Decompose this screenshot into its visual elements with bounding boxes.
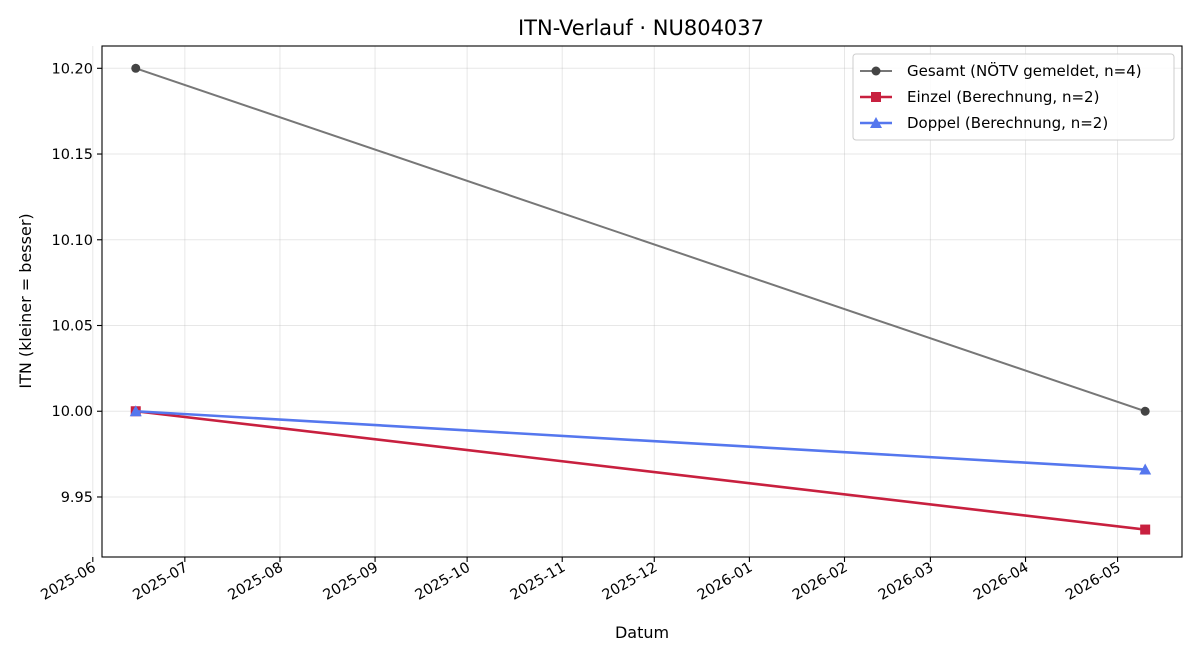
legend-box	[852, 53, 1175, 141]
legend-label: Doppel (Berechnung, n=2)	[907, 114, 1108, 132]
x-tick-label: 2026-03	[876, 560, 936, 604]
data-point	[1139, 463, 1152, 475]
legend-item: Einzel (Berechnung, n=2)	[860, 88, 1099, 106]
y-tick-label: 10.20	[51, 61, 93, 77]
plot-frame	[101, 45, 1183, 558]
legend-item: Doppel (Berechnung, n=2)	[860, 114, 1108, 132]
data-point	[1140, 524, 1151, 535]
x-tick-label: 2025-09	[321, 560, 381, 604]
y-tick-label: 10.00	[51, 404, 93, 420]
series-line	[135, 409, 1146, 471]
x-tick-label: 2026-01	[695, 560, 755, 604]
y-tick-label: 10.15	[51, 147, 93, 163]
legend-marker	[871, 92, 881, 102]
series-line	[135, 409, 1146, 531]
x-tick-label: 2025-12	[600, 560, 660, 604]
y-axis-label: ITN (kleiner = besser)	[16, 213, 35, 388]
series-line	[135, 67, 1146, 413]
x-tick-label: 2025-06	[38, 560, 98, 604]
data-point	[131, 63, 141, 73]
legend-marker	[870, 117, 882, 128]
legend-label: Einzel (Berechnung, n=2)	[907, 88, 1099, 106]
y-tick-label: 10.05	[51, 319, 93, 335]
x-tick-label: 2025-07	[130, 560, 190, 604]
legend-label: Gesamt (NÖTV gemeldet, n=4)	[907, 61, 1142, 80]
legend: Gesamt (NÖTV gemeldet, n=4) Einzel (Berec…	[852, 53, 1175, 141]
x-tick-label: 2026-04	[971, 560, 1031, 604]
x-tick-label: 2025-10	[413, 560, 473, 604]
x-axis-label: Datum	[615, 623, 669, 642]
y-axis: 9.95 10.00 10.05 10.10 10.15 10.20	[51, 61, 102, 506]
x-tick-label: 2025-08	[225, 560, 285, 604]
data-point	[1140, 406, 1150, 416]
x-tick-label: 2026-05	[1063, 560, 1123, 604]
legend-marker	[871, 66, 881, 76]
x-tick-label: 2026-02	[790, 560, 850, 604]
series-1	[131, 63, 1150, 416]
y-tick-label: 10.10	[51, 233, 93, 249]
data-point	[129, 405, 142, 417]
x-tick-label: 2025-11	[508, 560, 568, 604]
series-2	[130, 406, 1151, 535]
chart-title: ITN-Verlauf · NU804037	[518, 16, 764, 40]
x-axis: 2025-06 2025-07 2025-08 2025-09 2025-10 2025-…	[38, 557, 1124, 604]
plot-series	[129, 63, 1152, 535]
legend-item: Gesamt (NÖTV gemeldet, n=4)	[860, 61, 1142, 80]
series-3	[129, 405, 1152, 475]
y-tick-label: 9.95	[61, 490, 93, 506]
